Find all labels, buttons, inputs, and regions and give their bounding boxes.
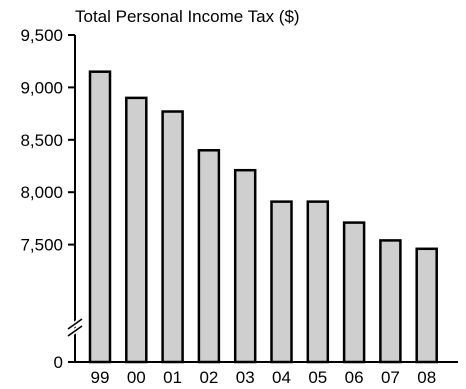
y-tick-label: 8,000 bbox=[20, 183, 63, 202]
bar-00 bbox=[126, 98, 146, 362]
chart-title: Total Personal Income Tax ($) bbox=[75, 7, 300, 26]
x-axis-ticks: 99 00 01 02 03 04 05 06 07 08 bbox=[91, 368, 437, 387]
x-tick-label: 02 bbox=[199, 368, 218, 387]
y-tick-label: 7,500 bbox=[20, 236, 63, 255]
x-tick-label: 05 bbox=[308, 368, 327, 387]
bar-01 bbox=[163, 112, 183, 362]
x-tick-label: 07 bbox=[381, 368, 400, 387]
x-tick-label: 03 bbox=[236, 368, 255, 387]
y-tick-label: 8,500 bbox=[20, 131, 63, 150]
x-tick-label: 04 bbox=[272, 368, 291, 387]
x-tick-label: 06 bbox=[345, 368, 364, 387]
bar-06 bbox=[344, 223, 364, 362]
x-tick-label: 08 bbox=[417, 368, 436, 387]
bar-05 bbox=[308, 202, 328, 362]
bars-group bbox=[90, 72, 437, 362]
bar-04 bbox=[272, 202, 292, 362]
bar-03 bbox=[235, 170, 255, 362]
y-tick-label: 0 bbox=[54, 353, 63, 372]
y-axis-ticks: 0 7,500 8,000 8,500 9,000 9,500 bbox=[20, 26, 75, 372]
bar-02 bbox=[199, 150, 219, 362]
y-tick-label: 9,000 bbox=[20, 78, 63, 97]
x-tick-label: 99 bbox=[91, 368, 110, 387]
x-tick-label: 00 bbox=[127, 368, 146, 387]
bar-99 bbox=[90, 72, 110, 362]
bar-07 bbox=[380, 240, 400, 362]
y-tick-label: 9,500 bbox=[20, 26, 63, 45]
bar-08 bbox=[417, 249, 437, 362]
x-tick-label: 01 bbox=[163, 368, 182, 387]
